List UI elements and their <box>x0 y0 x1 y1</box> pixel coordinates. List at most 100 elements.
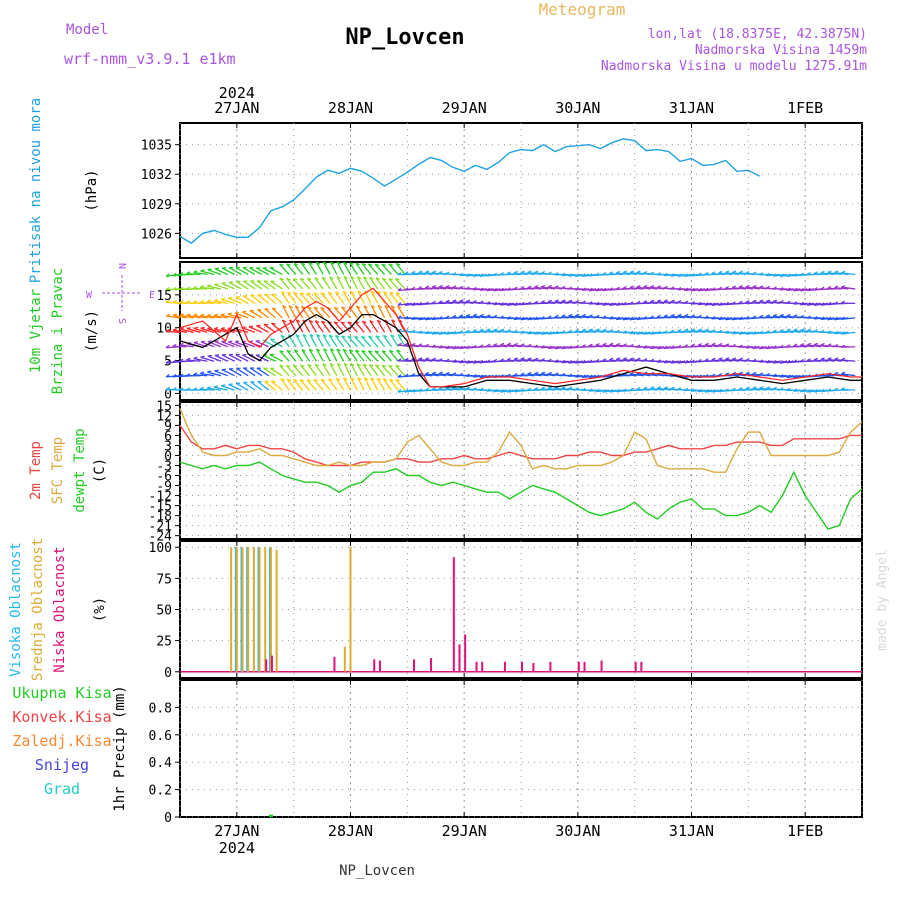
wind-barb-head <box>300 292 305 295</box>
wind-barb <box>520 358 535 362</box>
wind-barb-head <box>738 285 743 288</box>
wind-barb-head <box>356 363 361 367</box>
wind-barb-head <box>793 314 798 318</box>
wind-barb-head <box>615 316 620 320</box>
wind-barb-head <box>411 388 416 393</box>
wind-barb-head <box>357 276 362 280</box>
wind-barb-head <box>396 262 401 266</box>
wind-barb <box>534 286 549 290</box>
wind-barb <box>711 317 726 320</box>
wind-barb-head <box>199 386 204 390</box>
wind-barb-head <box>314 363 320 367</box>
wind-barb <box>738 286 753 290</box>
wind-barb-head <box>786 387 791 392</box>
wind-barb <box>235 382 249 391</box>
wind-barb-head <box>286 378 292 382</box>
wind-barb-head <box>684 359 688 364</box>
wind-barb <box>381 364 392 377</box>
wind-barb-head <box>418 286 423 290</box>
wind-barb <box>568 273 583 277</box>
wind-barb-head <box>391 305 396 309</box>
wind-barb <box>616 358 631 362</box>
wind-barb-head <box>186 300 191 304</box>
wind-barb-head <box>472 328 477 332</box>
wind-barb-head <box>227 312 232 315</box>
cloud-low-bar <box>521 661 523 672</box>
wind-barb <box>452 300 467 305</box>
wind-barb <box>257 380 270 391</box>
wind-barb-head <box>404 357 409 361</box>
wind-barb-head <box>643 300 648 304</box>
wind-barb <box>834 331 849 335</box>
wind-barb <box>256 325 269 333</box>
wind-barb-head <box>670 360 675 364</box>
wind-barb-head <box>499 328 505 332</box>
wind-barb <box>766 360 781 364</box>
wind-barb-head <box>704 302 709 306</box>
wind-barb-head <box>609 389 613 393</box>
wind-barb-head <box>779 344 784 349</box>
wind-barb-head <box>534 371 539 375</box>
panel-label-temp: (C) <box>92 458 108 483</box>
wind-barb-head <box>452 372 457 376</box>
wind-barb-head <box>827 270 832 274</box>
wind-barb-head <box>330 348 335 352</box>
wind-barb-head <box>513 342 518 346</box>
wind-barb <box>342 291 352 304</box>
wind-barb <box>575 375 590 378</box>
wind-barb-head <box>745 386 750 390</box>
wind-barb-head <box>636 357 641 361</box>
wind-barb <box>575 330 590 333</box>
wind-barb-head <box>731 357 737 361</box>
wind-barb <box>636 331 651 335</box>
wind-barb-head <box>793 343 798 347</box>
wind-barb <box>445 387 460 391</box>
wind-barb-head <box>316 348 321 352</box>
wind-barb <box>534 388 549 391</box>
wind-barb <box>350 276 358 290</box>
wind-barb <box>341 335 352 348</box>
precip-legend-item: Grad <box>44 780 80 798</box>
wind-barb <box>249 310 263 319</box>
wind-barb-head <box>397 333 403 338</box>
wind-barb <box>725 358 740 362</box>
wind-barb-head <box>731 387 736 391</box>
wind-barb-head <box>800 328 805 332</box>
wind-barb-head <box>561 314 566 318</box>
wind-barb <box>445 301 460 305</box>
wind-barb <box>643 301 658 305</box>
wind-barb-head <box>602 315 607 319</box>
wind-barb <box>622 358 638 362</box>
wind-barb <box>294 305 304 319</box>
wind-barb-head <box>677 299 682 303</box>
wind-barb-head <box>506 302 511 306</box>
wind-barb <box>213 315 228 319</box>
wind-barb-head <box>527 301 532 305</box>
wind-barb <box>293 349 304 362</box>
wind-barb-head <box>656 285 662 289</box>
wind-barb-head <box>165 373 170 378</box>
wind-barb-head <box>395 292 401 295</box>
wind-barb-head <box>179 387 184 391</box>
wind-barb-head <box>493 301 498 306</box>
wind-barb-head <box>629 301 634 305</box>
wind-barb <box>704 344 719 348</box>
wind-barb-head <box>214 283 219 286</box>
wind-barb-head <box>341 306 346 309</box>
wind-barb <box>841 331 856 335</box>
wind-barb <box>588 288 603 292</box>
wind-barb-head <box>779 273 784 277</box>
wind-barb <box>527 373 542 377</box>
wind-barb-head <box>568 273 573 277</box>
wind-barb-head <box>214 369 219 372</box>
wind-barb-head <box>165 328 170 332</box>
wind-barb-head <box>527 316 532 321</box>
wind-barb-head <box>200 355 205 358</box>
wind-barb-head <box>418 357 423 360</box>
wind-barb-head <box>192 285 198 289</box>
wind-barb-head <box>574 387 580 391</box>
wind-barb-head <box>306 292 311 295</box>
wind-barb <box>228 341 242 348</box>
y-tick-label: 1032 <box>141 168 172 183</box>
wind-barb <box>321 276 331 290</box>
